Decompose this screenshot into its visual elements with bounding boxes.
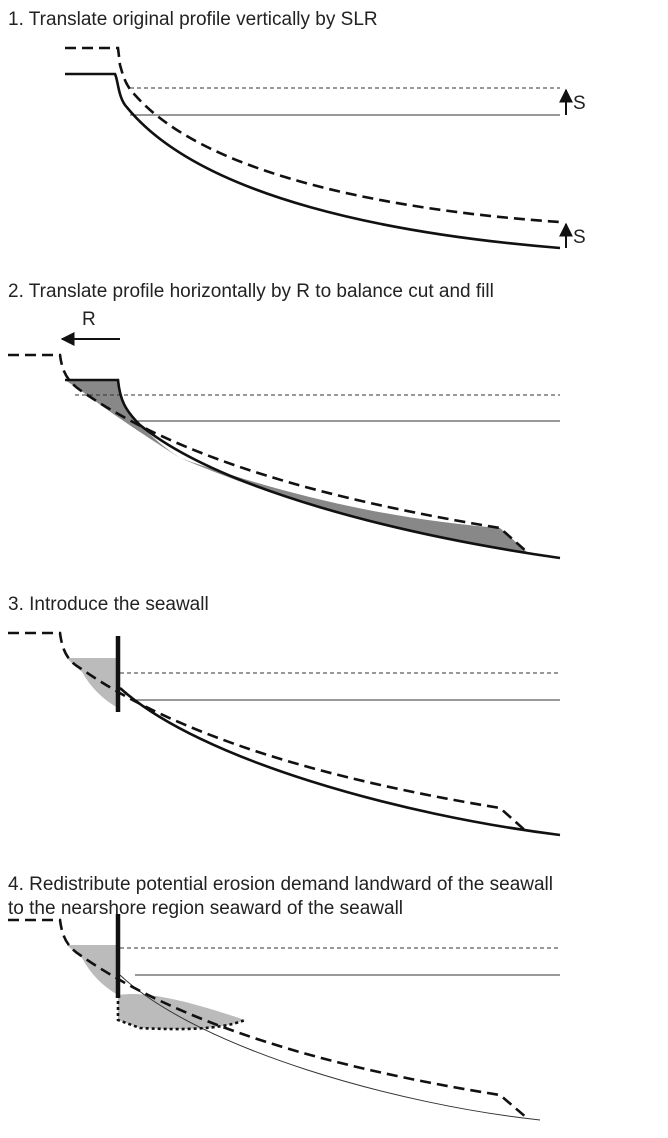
label: R <box>82 309 96 330</box>
panel-title: to the nearshore region seaward of the s… <box>8 898 403 919</box>
panel-title: 1. Translate original profile vertically… <box>8 9 378 30</box>
panel-2: 2. Translate profile horizontally by R t… <box>8 281 561 560</box>
panel-title: 4. Redistribute potential erosion demand… <box>8 874 553 895</box>
shifted-profile <box>8 631 528 833</box>
original-profile <box>119 974 541 1121</box>
panel-1: 1. Translate original profile vertically… <box>8 9 586 250</box>
panel-3: 3. Introduce the seawall <box>8 594 561 837</box>
label: S <box>573 227 586 248</box>
shifted-profile <box>8 353 528 553</box>
redistributed-profile <box>116 995 246 1031</box>
shifted-profile <box>8 918 528 1119</box>
erosion-area <box>67 658 118 708</box>
panel-title: 3. Introduce the seawall <box>8 594 209 615</box>
raised-profile <box>65 378 561 560</box>
label: S <box>573 93 586 114</box>
fill-area <box>180 458 527 552</box>
panel-title: 2. Translate profile horizontally by R t… <box>8 281 494 302</box>
translated-profile <box>65 46 561 224</box>
profile <box>119 687 561 837</box>
cut-area <box>65 380 180 458</box>
erosion-area <box>67 945 118 995</box>
panel-4: 4. Redistribute potential erosion demand… <box>8 874 560 1121</box>
original-profile <box>65 72 561 250</box>
